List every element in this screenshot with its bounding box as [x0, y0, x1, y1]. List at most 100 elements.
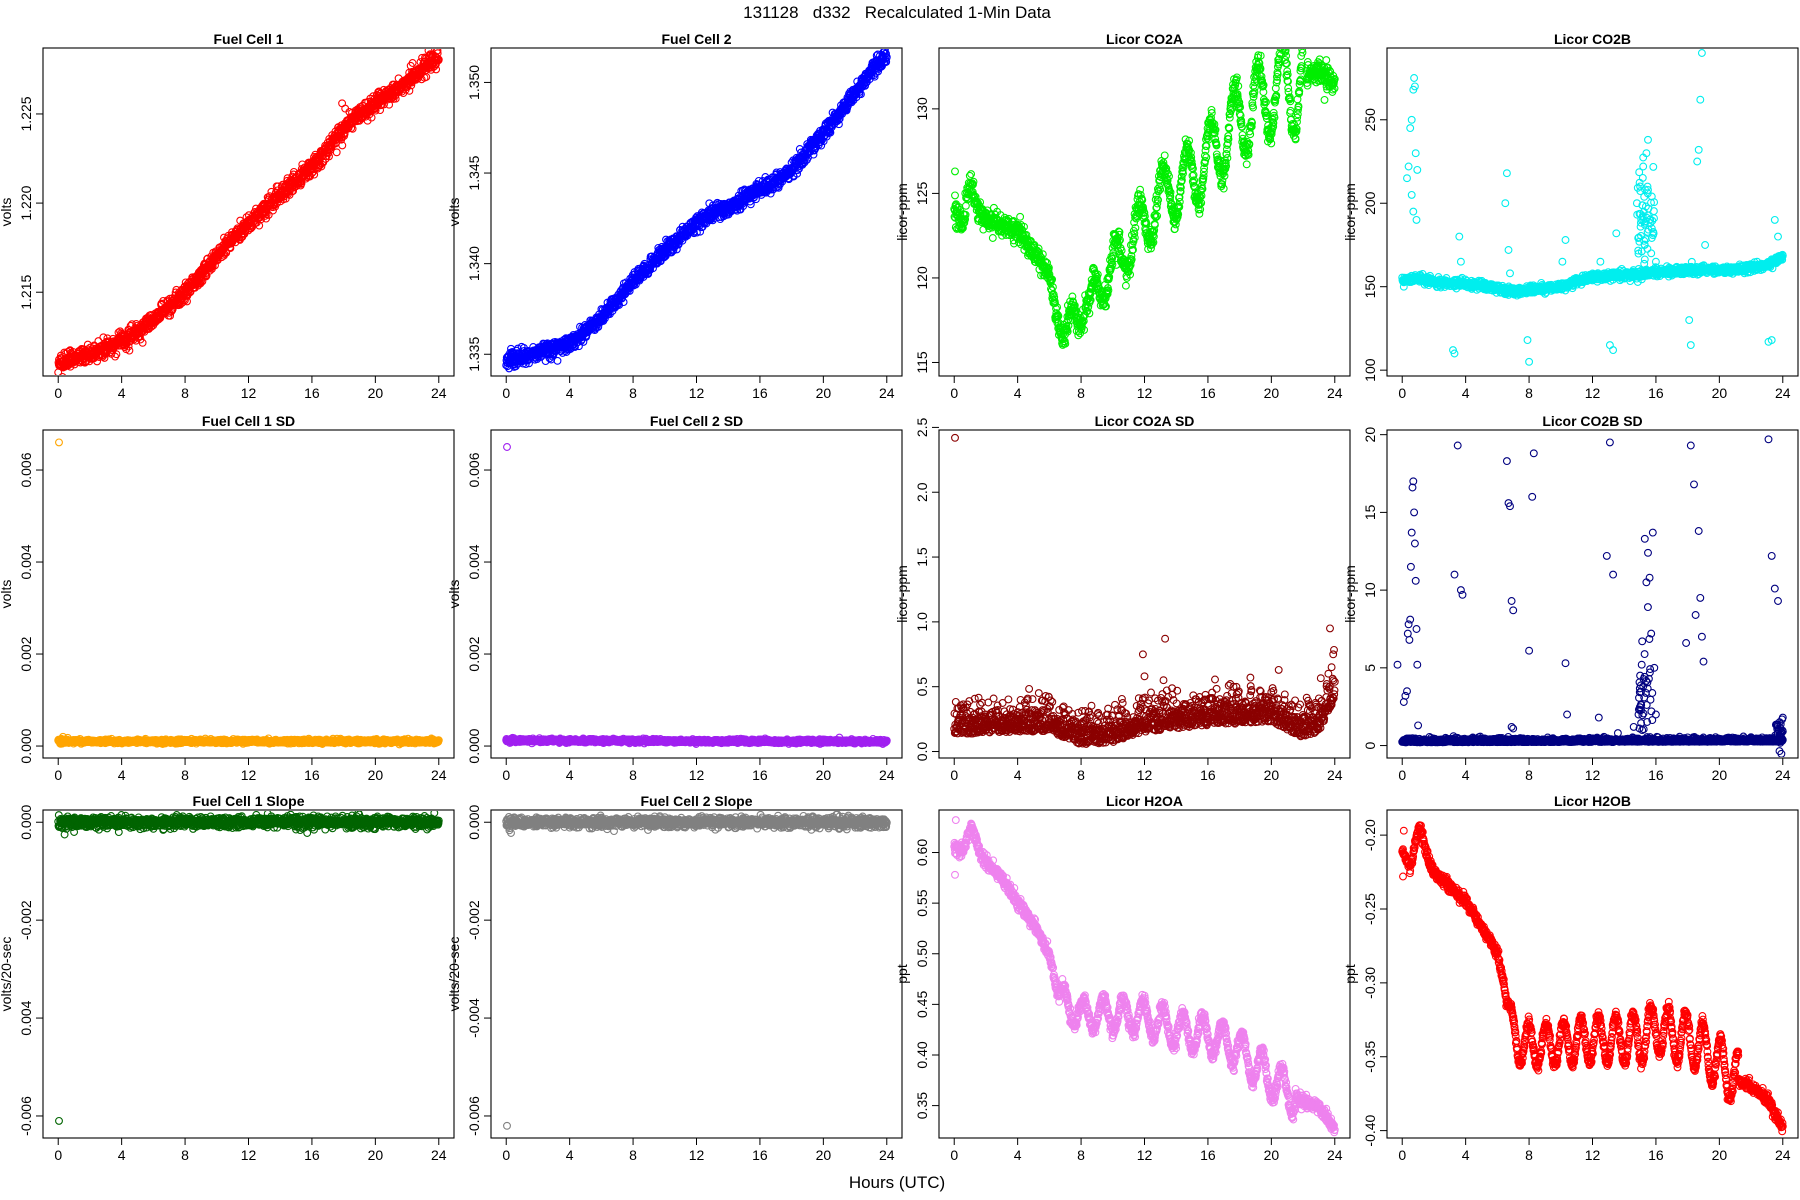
- x-tick-label: 24: [1327, 385, 1343, 401]
- y-tick-label: 150: [1362, 275, 1378, 299]
- data-point: [1301, 26, 1308, 33]
- data-point: [1302, 18, 1309, 25]
- panel-title: Fuel Cell 2: [661, 31, 731, 47]
- data-point: [1300, 24, 1307, 31]
- data-point: [1148, 237, 1157, 246]
- data-point: [1225, 113, 1234, 122]
- data-point: [1154, 186, 1163, 195]
- data-point: [1116, 236, 1124, 245]
- data-point: [882, 49, 890, 58]
- y-axis-label: licor-ppm: [894, 183, 910, 241]
- data-point: [1202, 153, 1211, 162]
- data-point: [1282, 71, 1291, 80]
- data-point: [1200, 164, 1209, 173]
- data-point: [1281, 49, 1288, 51]
- data-point: [405, 86, 414, 95]
- data-point: [1219, 184, 1228, 193]
- y-tick-label: 1.225: [18, 96, 34, 131]
- data-point: [1195, 209, 1204, 218]
- data-point: [1160, 151, 1169, 160]
- data-point: [1320, 95, 1329, 104]
- panel-title: Licor CO2A: [1106, 31, 1183, 47]
- data-point: [175, 300, 184, 309]
- data-point: [672, 245, 681, 254]
- data-point: [1262, 114, 1271, 123]
- data-point: [1186, 148, 1195, 157]
- data-point: [967, 170, 976, 179]
- data-point: [1224, 132, 1233, 141]
- data-point: [1302, 23, 1309, 30]
- data-point: [1071, 306, 1080, 315]
- data-point: [1301, 23, 1308, 30]
- data-point: [1103, 290, 1112, 298]
- data-point: [1201, 156, 1210, 165]
- data-point: [1256, 64, 1265, 73]
- data-point: [1278, 39, 1285, 46]
- y-tick-label: 1.350: [466, 65, 482, 100]
- data-point: [1152, 203, 1161, 212]
- data-point: [1279, 34, 1286, 41]
- data-point: [1242, 160, 1251, 169]
- data-point: [1102, 302, 1110, 311]
- data-point: [1330, 75, 1339, 83]
- y-axis-label: licor-ppm: [1342, 183, 1358, 241]
- data-point: [1296, 75, 1305, 84]
- data-point: [1281, 41, 1288, 48]
- data-point: [1236, 103, 1245, 112]
- data-point: [1273, 76, 1282, 85]
- data-point: [1117, 246, 1126, 255]
- data-point: [834, 115, 843, 124]
- data-point: [1170, 225, 1179, 233]
- x-tick-label: 4: [1462, 385, 1470, 401]
- data-point: [1150, 221, 1159, 229]
- data-point: [1016, 212, 1025, 221]
- data-point: [1034, 244, 1043, 253]
- data-point: [1280, 49, 1289, 52]
- data-point: [1286, 97, 1295, 106]
- data-point: [1053, 303, 1062, 312]
- data-point: [1225, 124, 1234, 133]
- outlier-point: [510, 362, 519, 371]
- data-point: [1284, 84, 1293, 93]
- data-point: [1175, 202, 1184, 211]
- y-tick-label: 200: [1362, 191, 1378, 215]
- data-point: [1115, 228, 1124, 237]
- data-point: [1269, 122, 1278, 131]
- data-point: [1189, 171, 1198, 179]
- data-point: [432, 65, 441, 74]
- data-point: [1050, 293, 1059, 302]
- data-point: [1286, 106, 1295, 115]
- data-point: [1207, 105, 1216, 114]
- data-point: [1278, 35, 1285, 42]
- data-point: [1129, 245, 1137, 254]
- data-point: [1104, 286, 1113, 295]
- data-point: [1249, 92, 1258, 101]
- data-point: [1282, 51, 1291, 60]
- y-tick-label: 115: [914, 351, 930, 374]
- data-point: [1126, 261, 1135, 269]
- y-tick-label: 1.345: [466, 155, 482, 190]
- data-point: [1063, 327, 1072, 336]
- data-point: [1277, 38, 1284, 45]
- y-tick-label: 1.335: [466, 337, 482, 372]
- data-point: [599, 316, 608, 325]
- y-tick-label: 100: [1362, 358, 1378, 382]
- data-point: [1245, 140, 1254, 149]
- data-point: [793, 169, 802, 178]
- data-point: [433, 49, 442, 55]
- data-point: [1300, 36, 1307, 43]
- data-point: [1293, 117, 1301, 126]
- x-tick-label: 8: [181, 385, 189, 401]
- x-tick-label: 16: [1200, 385, 1216, 401]
- data-point: [1064, 321, 1073, 330]
- data-point: [138, 338, 147, 347]
- data-point: [1234, 82, 1243, 91]
- x-tick-label: 20: [816, 385, 832, 401]
- data-point: [1294, 102, 1303, 111]
- data-point: [1250, 83, 1259, 92]
- figure-x-axis-label: Hours (UTC): [849, 1173, 945, 1192]
- series-points: [54, 49, 443, 375]
- data-point: [1248, 98, 1257, 107]
